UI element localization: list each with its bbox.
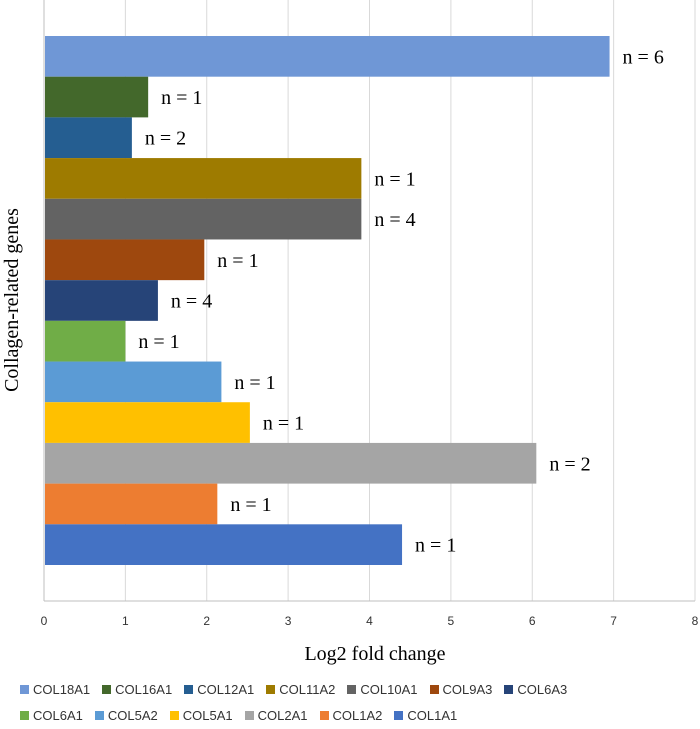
legend-swatch [102,684,112,694]
x-tick-label: 5 [448,614,455,628]
legend-item-col2a1: COL2A1 [244,707,308,723]
legend-item-col1a1: COL1A1 [394,708,457,723]
legend-swatch [429,684,439,694]
x-tick-label: 2 [203,614,210,628]
bar-col6a3 [45,280,158,321]
legend-swatch [244,710,254,720]
bar-col5a1 [45,402,250,443]
data-label-col16a1: n = 1 [161,87,202,109]
data-label-col2a1: n = 2 [549,453,590,475]
legend-item-col18a1: COL18A1 [20,682,90,697]
bar-col16a1 [45,76,149,118]
legend-item-col1a2: COL1A2 [319,707,383,723]
legend-swatch [504,684,514,694]
legend-label: COL11A2 [279,681,336,697]
legend-item-col16a1: COL16A1 [102,682,172,697]
bar-col10a1 [45,198,362,240]
bar-col1a2 [45,483,218,525]
legend-label: COL2A1 [257,707,308,723]
data-label-col5a1: n = 1 [263,413,304,435]
legend-swatch [20,684,29,694]
bar-col9a3 [45,239,205,281]
bar-chart: n = 6n = 1n = 2n = 1n = 4n = 1n = 4n = 1… [1,0,699,665]
legend-label: COL9A3 [442,681,493,697]
data-label-col6a1: n = 1 [138,331,179,353]
legend-item-col12a1: COL12A1 [184,682,254,697]
legend-swatch [266,684,276,694]
x-tick-label: 6 [529,614,536,628]
legend-swatch [184,684,194,694]
data-labels: n = 6n = 1n = 2n = 1n = 4n = 1n = 4n = 1… [138,46,663,556]
x-tick-label: 8 [692,614,699,628]
bar-col1a1 [45,524,403,565]
data-label-col10a1: n = 4 [374,209,415,231]
x-tick-label: 0 [41,614,48,628]
legend-item-col10a1: COL10A1 [347,681,418,697]
legend-label: COL1A2 [332,707,383,723]
legend-label: COL1A1 [407,707,458,723]
data-label-col1a1: n = 1 [415,535,456,557]
legend: COL18A1 COL16A1 COL12A1 COL11A2 COL10A1 COL9A… [20,676,690,728]
legend-label: COL6A3 [517,681,568,697]
x-tick-label: 7 [610,614,617,628]
data-label-col5a2: n = 1 [234,372,275,394]
legend-swatch [169,710,179,720]
bar-col11a2 [45,158,362,199]
x-axis-title: Log2 fold change [304,643,445,665]
legend-row: COL18A1 COL16A1 COL12A1 COL11A2 COL10A1 COL9A… [20,676,690,702]
legend-label: COL10A1 [360,681,418,697]
data-label-col6a3: n = 4 [171,291,212,313]
legend-item-col9a3: COL9A3 [429,681,493,697]
legend-label: COL16A1 [115,681,173,697]
legend-row: COL6A1 COL5A2 COL5A1 COL2A1 COL1A2 COL1A1 [20,702,690,728]
data-label-col1a2: n = 1 [230,494,271,516]
legend-item-col11a2: COL11A2 [266,682,335,697]
legend-swatch [94,710,104,720]
legend-label: COL12A1 [197,681,255,697]
data-label-col18a1: n = 6 [623,46,664,68]
legend-item-col6a3: COL6A3 [504,682,567,697]
y-axis-title: Collagen-related genes [1,208,23,392]
gridlines [124,0,696,601]
data-label-col11a2: n = 1 [374,168,415,190]
bar-col12a1 [45,117,132,159]
legend-label: COL5A2 [107,707,158,723]
x-tick-label: 4 [366,614,373,628]
bar-col6a1 [45,320,126,362]
bars [45,36,610,565]
legend-swatch [319,710,329,720]
legend-item-col5a1: COL5A1 [169,707,233,723]
bar-col18a1 [45,36,610,77]
axes: 0 1 2 3 4 5 6 7 8 [41,0,699,628]
bar-col5a2 [45,361,222,403]
data-label-col12a1: n = 2 [145,128,186,150]
legend-label: COL6A1 [33,707,83,723]
legend-swatch [20,710,29,720]
x-tick-label: 1 [122,614,129,628]
legend-item-col6a1: COL6A1 [20,708,83,723]
legend-label: COL18A1 [33,681,91,697]
legend-label: COL5A1 [182,707,233,723]
legend-item-col5a2: COL5A2 [94,707,158,723]
data-label-col9a3: n = 1 [217,250,258,272]
legend-swatch [394,710,404,720]
bar-col2a1 [45,442,537,484]
legend-swatch [347,684,357,694]
x-tick-label: 3 [285,614,292,628]
